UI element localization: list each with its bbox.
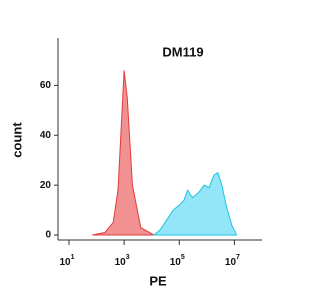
histogram-area [152, 171, 238, 236]
x-tick-exponent: 1 [71, 254, 75, 261]
x-tick-label: 101 [59, 254, 74, 268]
x-tick-label: 103 [115, 254, 130, 268]
x-axis-label: PE [149, 273, 167, 288]
x-tick-base: 10 [115, 257, 127, 268]
x-tick-label: 107 [225, 254, 240, 268]
y-axis-label: count [9, 122, 24, 158]
x-tick-base: 10 [225, 257, 237, 268]
x-tick-base: 10 [59, 257, 71, 268]
x-tick-exponent: 3 [126, 254, 130, 261]
x-tick-label: 105 [170, 254, 185, 268]
y-tick-label: 40 [40, 130, 52, 141]
chart-title: DM119 [162, 44, 203, 59]
y-tick-label: 20 [40, 180, 52, 191]
x-tick-exponent: 5 [181, 254, 185, 261]
y-tick-label: 0 [45, 230, 51, 241]
histogram-area [92, 70, 156, 236]
x-tick-base: 10 [170, 257, 182, 268]
y-tick-label: 60 [40, 80, 52, 91]
x-tick-exponent: 7 [236, 254, 240, 261]
